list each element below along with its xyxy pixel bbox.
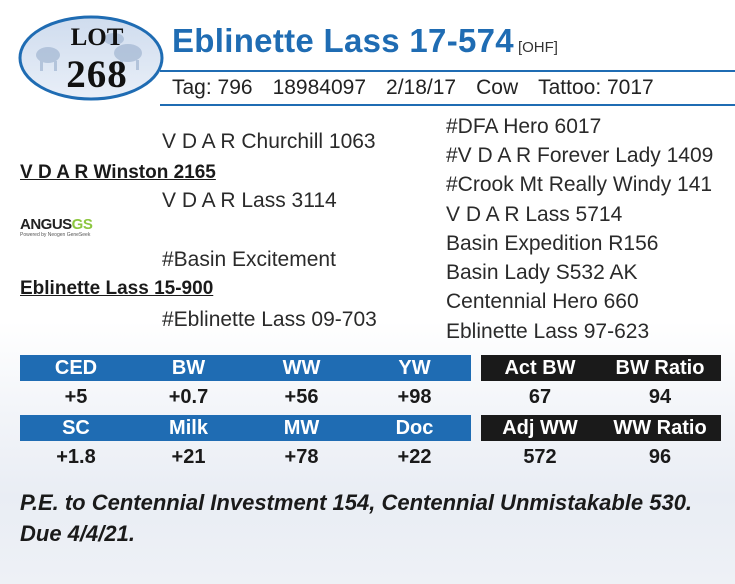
- epd-header-bw: BW: [171, 357, 206, 379]
- epd-header-ww: WW: [282, 357, 321, 379]
- tag-number: Tag: 796: [172, 76, 253, 99]
- info-divider: [160, 104, 735, 106]
- epd-value-sc: +1.8: [56, 446, 96, 468]
- tattoo: Tattoo: 7017: [538, 76, 654, 99]
- sex: Cow: [476, 76, 519, 99]
- pedigree-sire-dam-sire: #Crook Mt Really Windy 141: [446, 173, 713, 196]
- angus-gs-wordmark: ANGUSGS: [20, 216, 93, 233]
- perf-value-adj-ww: 572: [523, 446, 557, 468]
- epd-header-yw: YW: [398, 357, 431, 379]
- perf-value-act-bw: 67: [528, 386, 552, 408]
- pedigree-dam-sire-sire: Basin Expedition R156: [446, 232, 659, 255]
- pedigree-dam-dam: #Eblinette Lass 09-703: [162, 308, 377, 331]
- epd-value-ced: +5: [64, 386, 88, 408]
- epd-value-doc: +22: [397, 446, 432, 468]
- pedigree-sire-sire-dam: #V D A R Forever Lady 1409: [446, 144, 714, 167]
- lot-badge: [18, 15, 164, 101]
- epd-value-bw: +0.7: [168, 386, 209, 408]
- epd-value-ww: +56: [284, 386, 319, 408]
- epd-header-mw: MW: [283, 417, 320, 439]
- lot-number: 268: [66, 53, 128, 96]
- pedigree-dam-sire: #Basin Excitement: [162, 248, 336, 271]
- epd-value-yw: +98: [397, 386, 432, 408]
- pedigree-sire-dam-dam: V D A R Lass 5714: [446, 203, 623, 226]
- epd-header-bar-2: [20, 415, 471, 441]
- pedigree-dam-dam-sire: Centennial Hero 660: [446, 290, 639, 313]
- pedigree-dam-dam-dam: Eblinette Lass 97-623: [446, 320, 650, 343]
- registration-number: 18984097: [272, 76, 367, 99]
- info-row: Tag: 796 18984097 2/18/17 Cow Tattoo: 7017: [172, 76, 654, 100]
- title-row: Eblinette Lass 17-574 [OHF]: [172, 22, 558, 60]
- perf-value-bw-ratio: 94: [648, 386, 672, 408]
- pedigree-sire-dam: V D A R Lass 3114: [162, 189, 337, 212]
- animal-name: Eblinette Lass 17-574: [172, 22, 514, 59]
- pedigree-dam: Eblinette Lass 15-900: [20, 278, 214, 299]
- epd-header-bar-1: [20, 355, 471, 381]
- perf-header-bw-ratio: BW Ratio: [615, 357, 705, 379]
- perf-value-ww-ratio: 96: [648, 446, 672, 468]
- epd-value-milk: +21: [171, 446, 206, 468]
- epd-header-sc: SC: [62, 417, 90, 439]
- lot-label: LOT: [70, 24, 124, 51]
- angus-gs-tagline: Powered by Neogen GeneSeek: [20, 232, 91, 238]
- breeding-note: P.E. to Centennial Investment 154, Cente…: [20, 490, 693, 546]
- perf-header-bar-2: [481, 415, 721, 441]
- perf-header-act-bw: Act BW: [504, 357, 576, 379]
- epd-header-doc: Doc: [395, 417, 434, 439]
- pedigree-sire-sire-sire: #DFA Hero 6017: [446, 115, 602, 138]
- perf-header-bar-1: [481, 355, 721, 381]
- perf-header-ww-ratio: WW Ratio: [613, 417, 707, 439]
- animal-code: [OHF]: [517, 39, 558, 56]
- pedigree-dam-sire-dam: Basin Lady S532 AK: [446, 261, 638, 284]
- birth-date: 2/18/17: [386, 76, 457, 99]
- epd-header-ced: CED: [54, 357, 98, 379]
- epd-header-milk: Milk: [169, 417, 208, 439]
- epd-value-mw: +78: [284, 446, 319, 468]
- perf-header-adj-ww: Adj WW: [502, 417, 578, 439]
- angus-gs-logo: ANGUSGS Powered by Neogen GeneSeek: [20, 216, 93, 238]
- pedigree-sire-sire: V D A R Churchill 1063: [162, 130, 376, 153]
- pedigree-sire: V D A R Winston 2165: [20, 162, 216, 183]
- header-divider: [160, 70, 735, 72]
